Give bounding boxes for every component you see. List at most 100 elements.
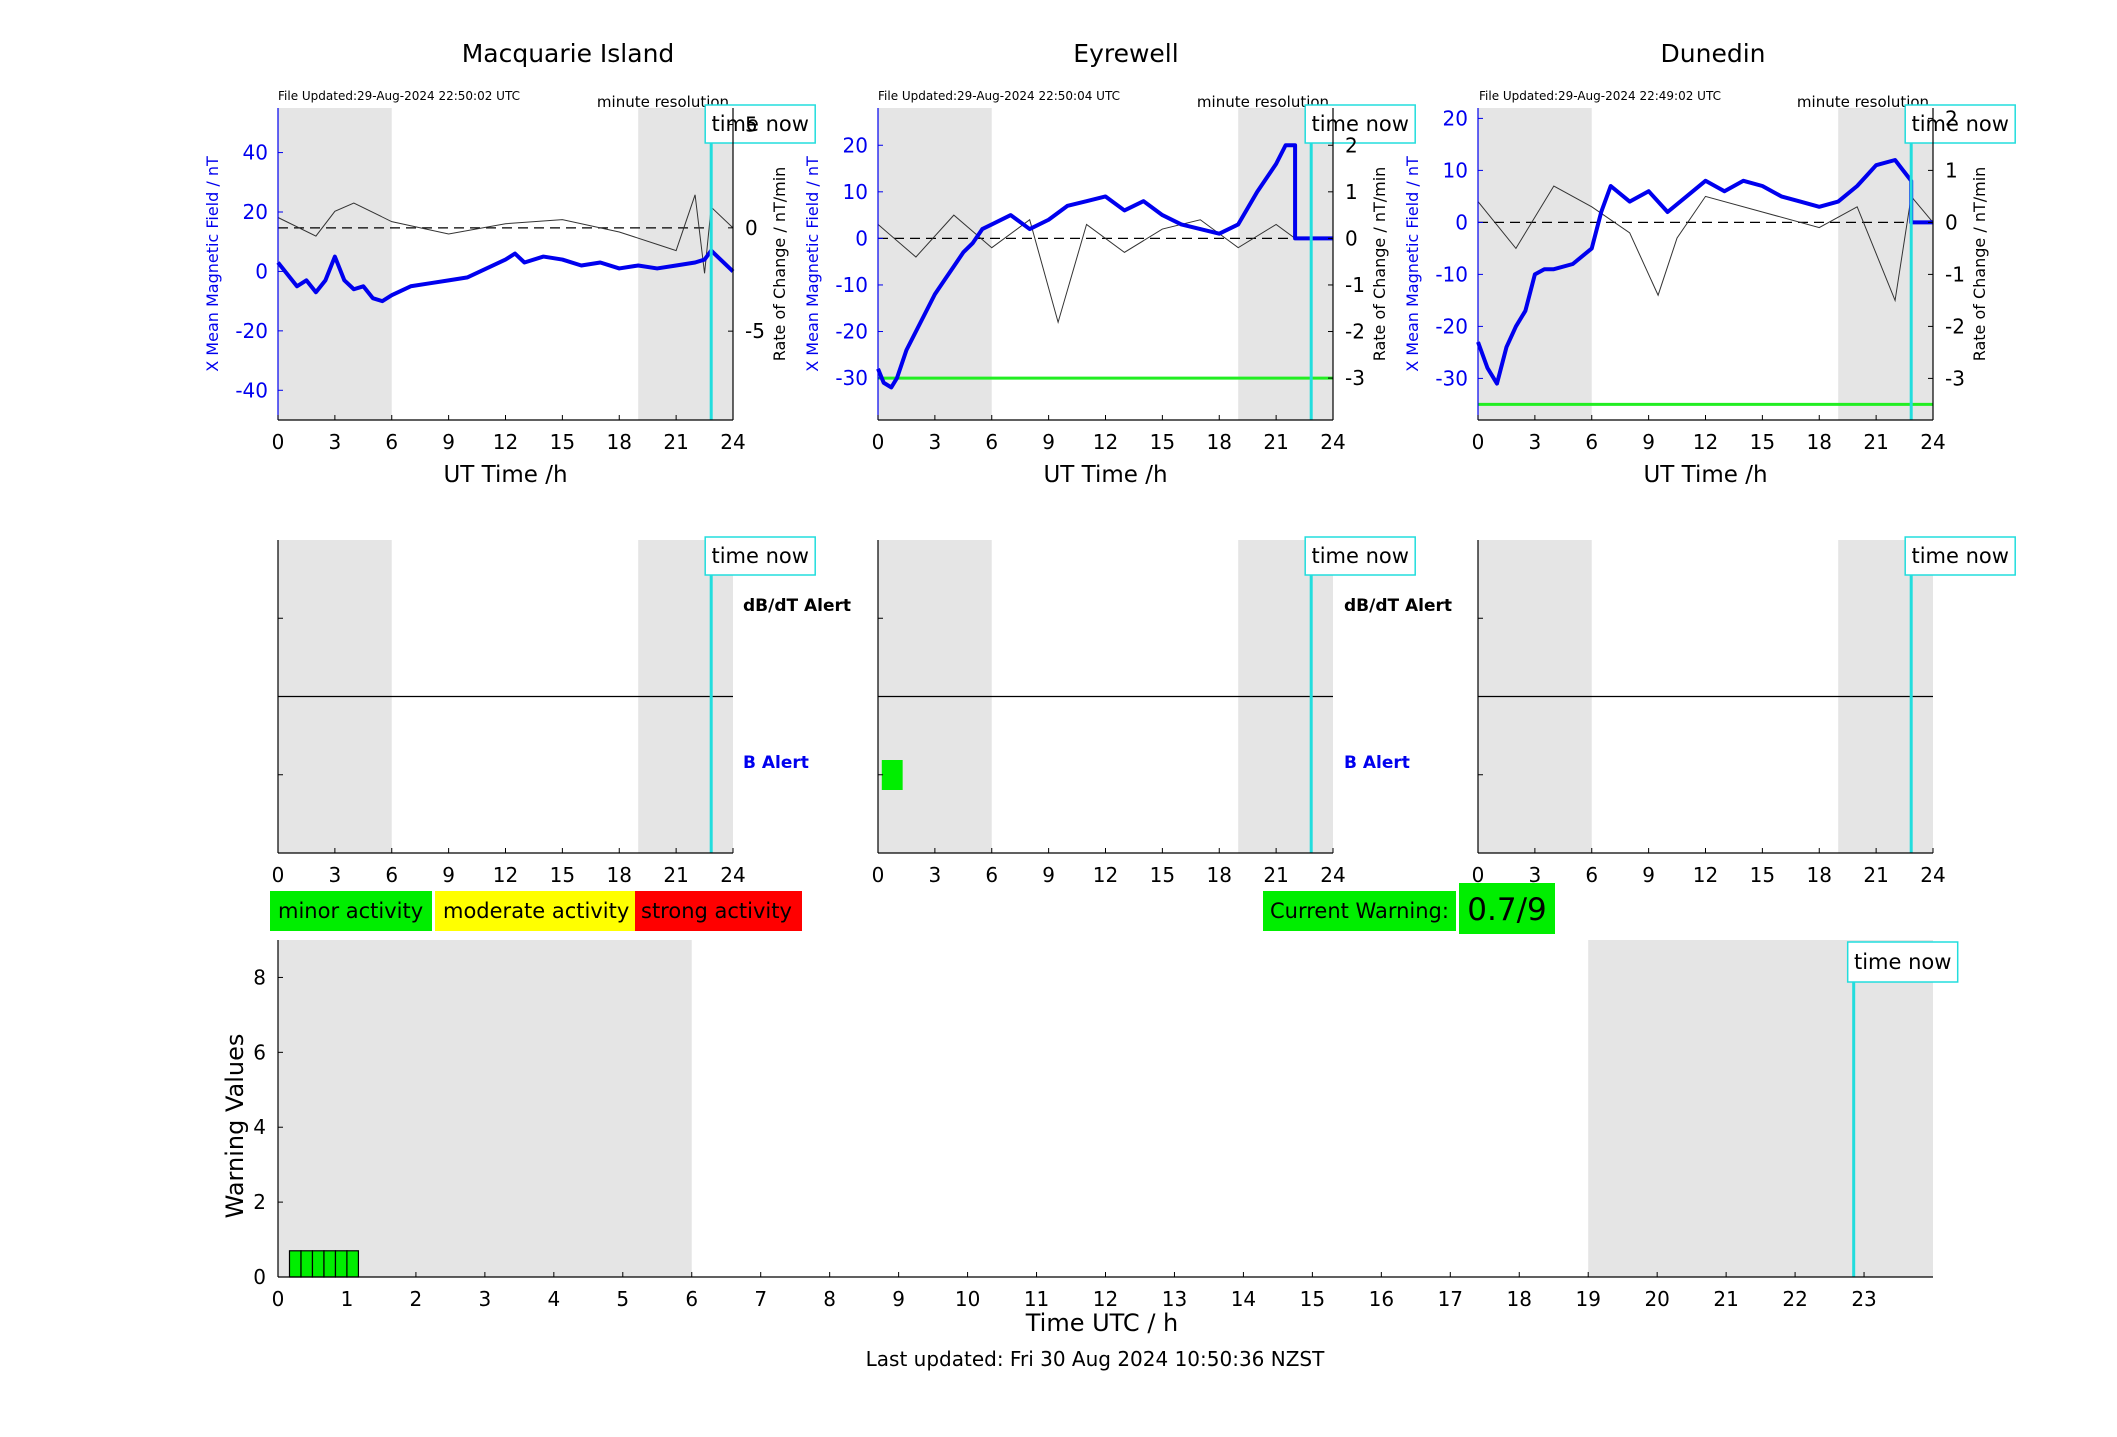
x-tick-label: 24 bbox=[1920, 863, 1945, 887]
time-now-label: time now bbox=[711, 112, 808, 136]
b-alert-label-macquarie: B Alert bbox=[743, 753, 809, 773]
x-tick-label: 21 bbox=[1863, 863, 1888, 887]
x-tick-label: 0 bbox=[272, 863, 285, 887]
time-now-box bbox=[1904, 104, 2016, 144]
y-tick-label: 0 bbox=[255, 259, 268, 283]
night-shade bbox=[278, 940, 692, 1277]
y2-tick-label: 0 bbox=[1945, 210, 1958, 234]
x-tick-label: 21 bbox=[1713, 1287, 1738, 1311]
left-axis-label: X Mean Magnetic Field / nT bbox=[203, 156, 222, 372]
rate-line bbox=[1477, 185, 1934, 303]
x-tick-label: 0 bbox=[1472, 430, 1485, 454]
y-tick-label: -30 bbox=[1435, 366, 1468, 390]
x-tick-label: 5 bbox=[616, 1287, 629, 1311]
x-tick-label: 6 bbox=[385, 863, 398, 887]
y2-tick-label: 0 bbox=[745, 216, 758, 240]
x-tick-label: 6 bbox=[985, 430, 998, 454]
warning-bar bbox=[288, 1250, 302, 1278]
right-axis-label: Rate of Change / nT/min bbox=[1970, 167, 1989, 362]
y2-tick-label: -2 bbox=[1345, 320, 1365, 344]
legend-minor-label: minor activity bbox=[278, 899, 423, 923]
x-tick-label: 9 bbox=[1042, 863, 1055, 887]
y2-tick-label: -3 bbox=[1945, 366, 1965, 390]
time-now-box bbox=[1904, 536, 2016, 576]
x-tick-label: 16 bbox=[1369, 1287, 1394, 1311]
night-shade bbox=[1588, 940, 1933, 1277]
x-tick-label: 0 bbox=[872, 430, 885, 454]
x-tick-label: 3 bbox=[479, 1287, 492, 1311]
current-warning-label: Current Warning: bbox=[1270, 899, 1449, 923]
x-axis-label: UT Time /h bbox=[1643, 462, 1767, 488]
time-now-box bbox=[1846, 941, 1959, 983]
x-tick-label: 19 bbox=[1575, 1287, 1600, 1311]
x-tick-label: 18 bbox=[607, 863, 632, 887]
warning-y-label: Warning Values bbox=[221, 1034, 249, 1219]
alert-panels: time now 0 3 6 9 12 15 18 21 24 time now 0 3 6 9 12 15 18… bbox=[272, 536, 2016, 887]
warning-x-label: Time UTC / h bbox=[1025, 1309, 1179, 1337]
time-now-label: time now bbox=[711, 544, 808, 568]
current-warning-value-box bbox=[1459, 883, 1555, 934]
x-tick-label: 1 bbox=[341, 1287, 354, 1311]
x-tick-label: 21 bbox=[1263, 863, 1288, 887]
warning-bar bbox=[300, 1250, 314, 1278]
x-tick-label: 15 bbox=[550, 430, 575, 454]
x-tick-label: 12 bbox=[493, 863, 518, 887]
alert-panel-2: time now 0 3 6 9 12 15 18 21 24 bbox=[1472, 536, 2016, 887]
x-tick-label: 3 bbox=[1529, 430, 1542, 454]
minute-resolution-dunedin: minute resolution bbox=[1797, 93, 1929, 111]
x-tick-label: 18 bbox=[1807, 430, 1832, 454]
y-tick-label: 0 bbox=[855, 226, 868, 250]
x-tick-label: 18 bbox=[1807, 863, 1832, 887]
x-tick-label: 18 bbox=[1507, 1287, 1532, 1311]
night-shade bbox=[278, 108, 392, 420]
x-tick-label: 15 bbox=[1750, 863, 1775, 887]
legend-moderate-swatch bbox=[435, 891, 635, 931]
current-warning-value: 0.7/9 bbox=[1467, 892, 1546, 928]
time-now-box bbox=[1304, 104, 1416, 144]
y-tick-label: 20 bbox=[1443, 106, 1468, 130]
x-tick-label: 20 bbox=[1644, 1287, 1669, 1311]
y-tick-label: 20 bbox=[243, 200, 268, 224]
x-tick-label: 9 bbox=[1642, 430, 1655, 454]
x-tick-label: 12 bbox=[1693, 430, 1718, 454]
dbdt-alert-label-macquarie: dB/dT Alert bbox=[743, 596, 851, 616]
rate-line bbox=[277, 194, 734, 274]
x-tick-label: 22 bbox=[1782, 1287, 1807, 1311]
field-line bbox=[1476, 158, 1933, 386]
current-warning: Current Warning: 0.7/9 bbox=[1263, 883, 1555, 934]
x-tick-label: 14 bbox=[1231, 1287, 1256, 1311]
right-axis-label: Rate of Change / nT/min bbox=[1370, 167, 1389, 362]
panel-title-dunedin: Dunedin bbox=[1661, 39, 1766, 68]
x-tick-label: 0 bbox=[872, 863, 885, 887]
x-tick-label: 9 bbox=[1642, 863, 1655, 887]
y-tick-label: -10 bbox=[835, 273, 868, 297]
time-now-label: time now bbox=[1854, 950, 1951, 974]
warning-bar bbox=[346, 1250, 360, 1278]
legend-minor-swatch bbox=[270, 891, 432, 931]
y-tick-label: 4 bbox=[253, 1115, 266, 1139]
x-tick-label: 3 bbox=[1529, 863, 1542, 887]
x-tick-label: 18 bbox=[1207, 430, 1232, 454]
y-tick-label: 2 bbox=[253, 1190, 266, 1214]
x-tick-label: 15 bbox=[550, 863, 575, 887]
x-tick-label: 9 bbox=[442, 430, 455, 454]
x-tick-label: 24 bbox=[720, 430, 745, 454]
y-tick-label: -40 bbox=[235, 378, 268, 402]
y-tick-label: -20 bbox=[235, 319, 268, 343]
x-tick-label: 3 bbox=[929, 430, 942, 454]
y-tick-label: -20 bbox=[835, 320, 868, 344]
time-now-label: time now bbox=[1311, 544, 1408, 568]
time-now-label: time now bbox=[1911, 112, 2008, 136]
panel-title-macquarie: Macquarie Island bbox=[462, 39, 675, 68]
y-tick-label: 0 bbox=[1455, 210, 1468, 234]
left-axis-label: X Mean Magnetic Field / nT bbox=[803, 156, 822, 372]
field-line bbox=[876, 143, 1333, 390]
minute-resolution-macquarie: minute resolution bbox=[597, 93, 729, 111]
field-panel-0: time now 0 3 6 9 12 15 18 21 24 -40 -20 0 20 40 -5 0 5 UT … bbox=[203, 104, 816, 488]
x-tick-label: 15 bbox=[1750, 430, 1775, 454]
field-line bbox=[276, 248, 735, 304]
y2-tick-label: 0 bbox=[1345, 226, 1358, 250]
x-tick-label: 15 bbox=[1150, 863, 1175, 887]
